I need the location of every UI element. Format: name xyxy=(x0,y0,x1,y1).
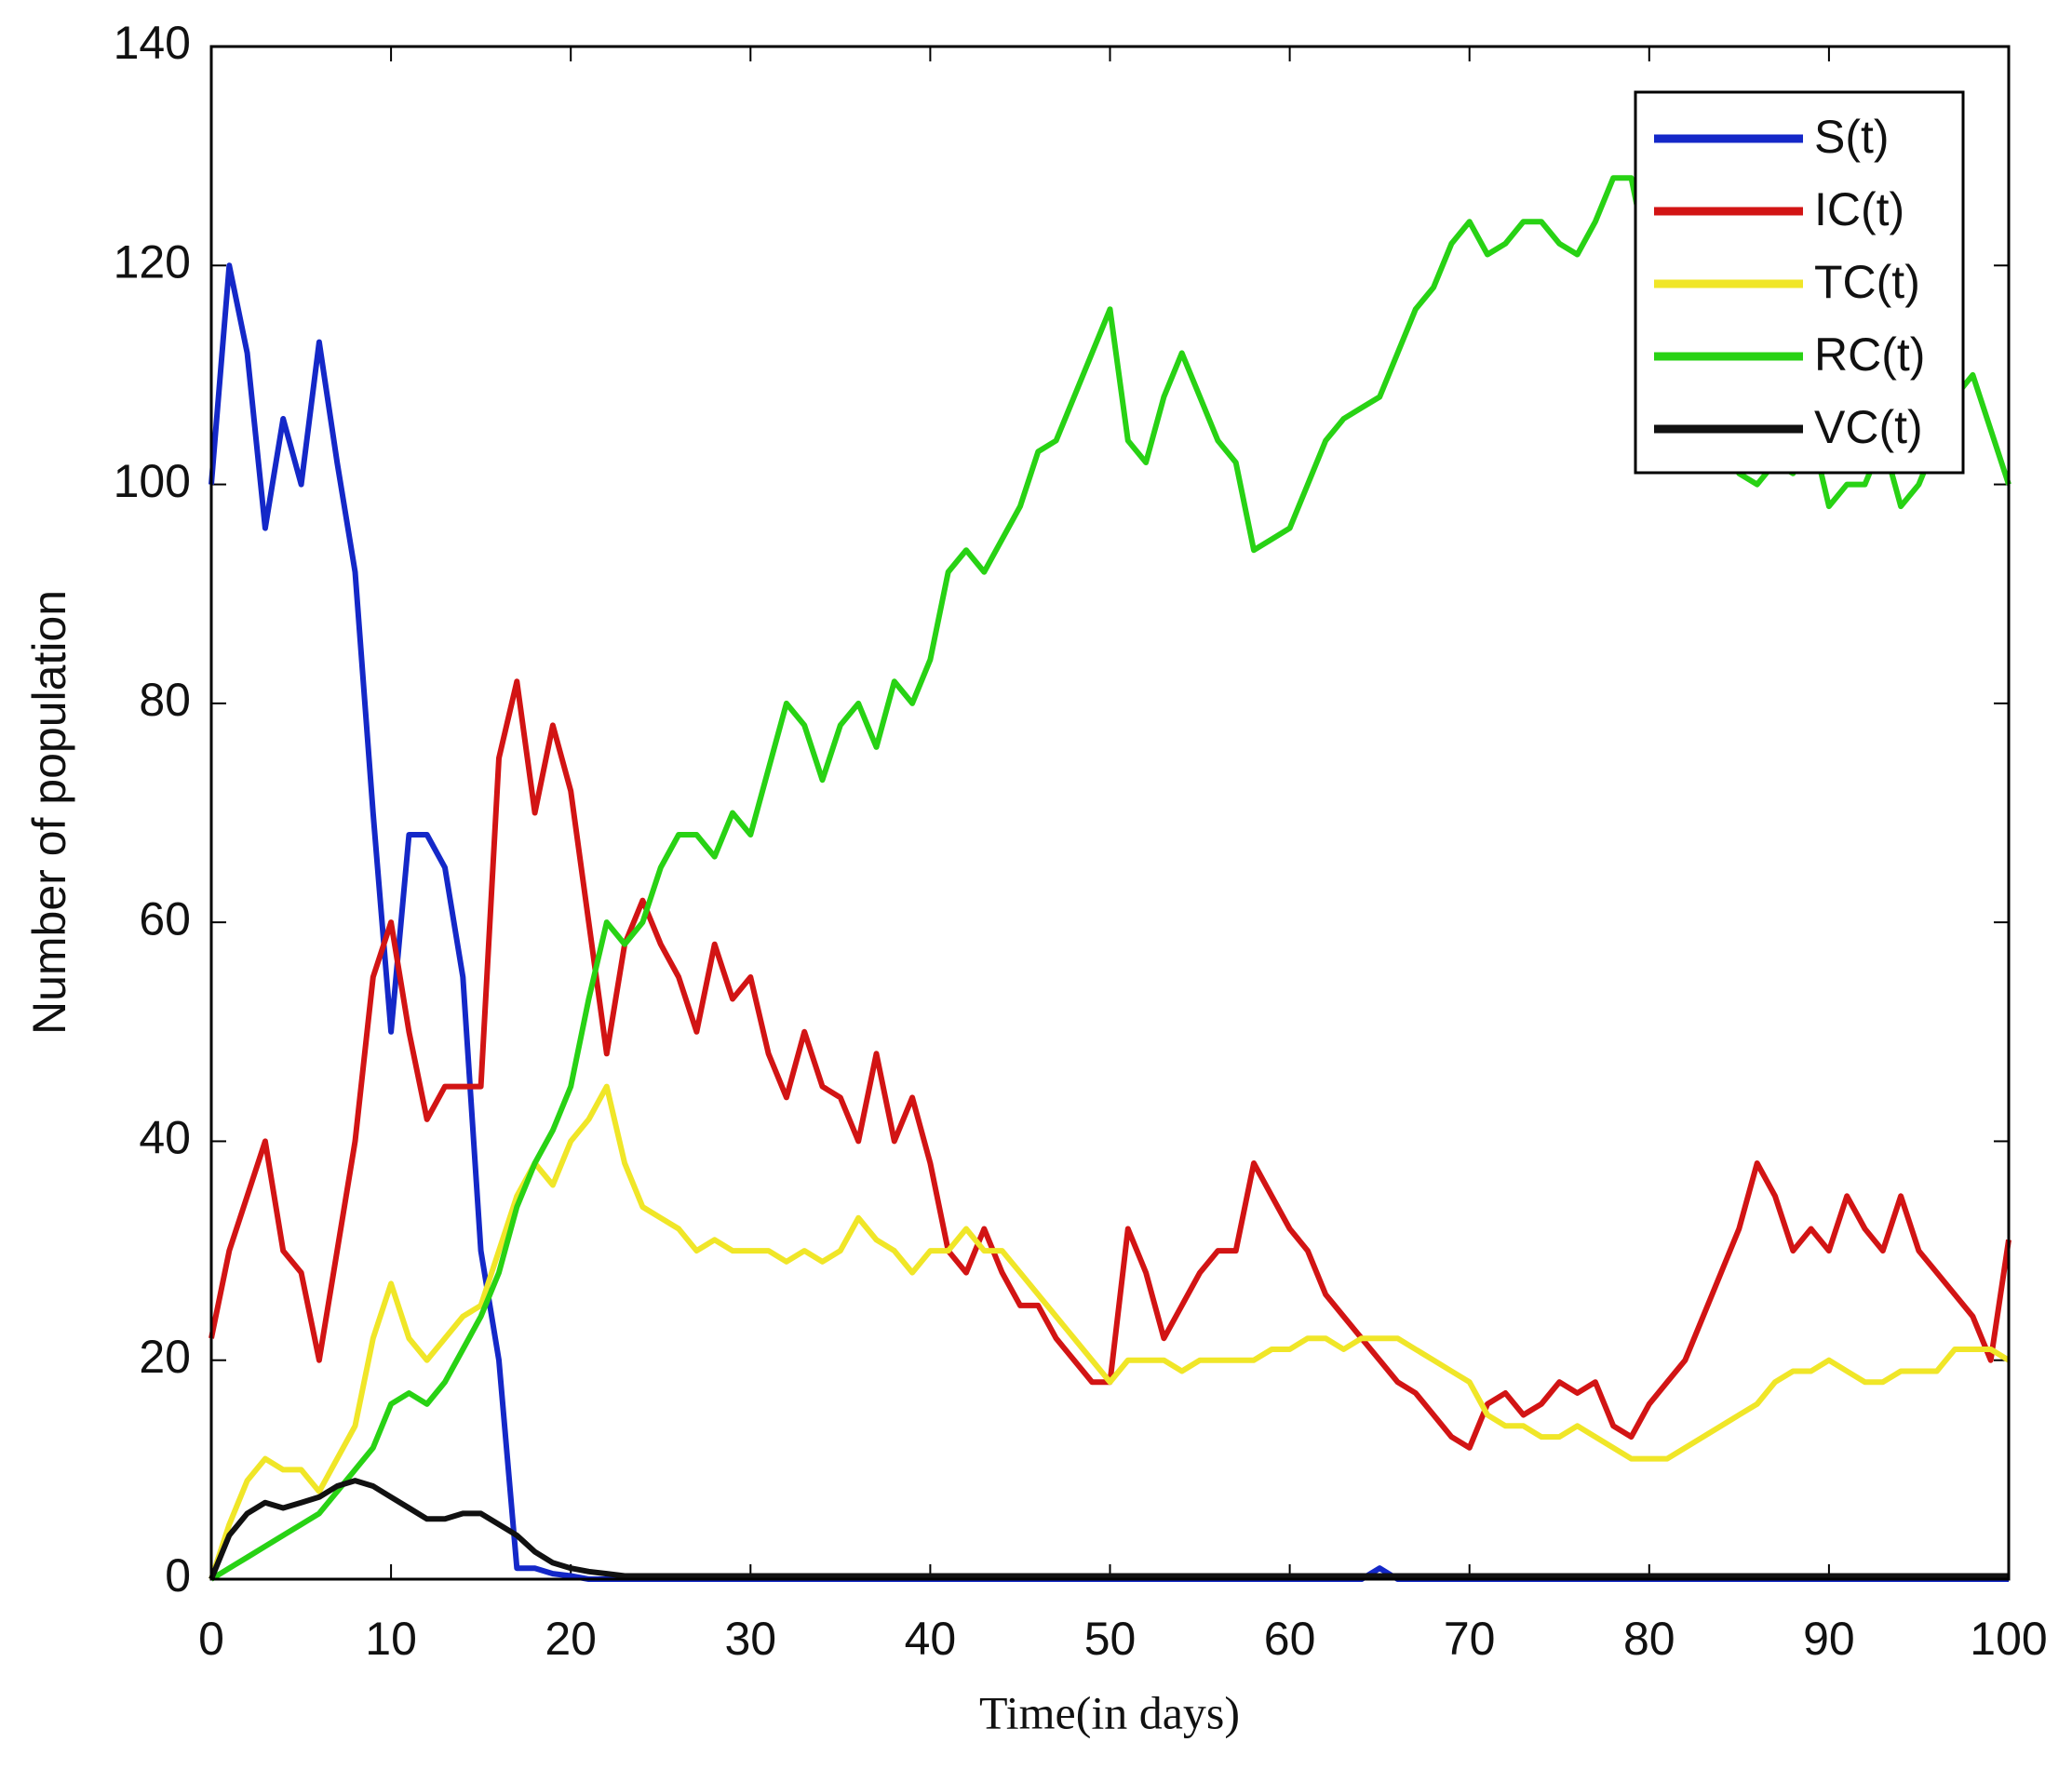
y-tick-label: 60 xyxy=(139,892,191,945)
x-tick-label: 0 xyxy=(198,1613,224,1665)
x-tick-label: 30 xyxy=(724,1613,776,1665)
legend-label: VC(t) xyxy=(1814,401,1923,453)
x-tick-label: 80 xyxy=(1623,1613,1675,1665)
y-tick-label: 120 xyxy=(114,235,191,288)
y-tick-label: 20 xyxy=(139,1331,191,1383)
y-tick-label: 140 xyxy=(114,17,191,69)
series-line xyxy=(209,1478,2009,1581)
x-tick-label: 20 xyxy=(545,1613,597,1665)
y-tick-label: 80 xyxy=(139,674,191,726)
x-tick-label: 60 xyxy=(1264,1613,1316,1665)
series-line xyxy=(209,678,2011,1451)
x-tick-label: 40 xyxy=(905,1613,957,1665)
y-tick-label: 0 xyxy=(165,1549,191,1601)
y-tick-label: 40 xyxy=(139,1112,191,1164)
x-tick-label: 50 xyxy=(1084,1613,1137,1665)
legend-label: IC(t) xyxy=(1814,183,1904,235)
y-tick-label: 100 xyxy=(114,455,191,507)
x-tick-label: 100 xyxy=(1970,1613,2047,1665)
x-axis-label: Time(in days) xyxy=(979,1686,1240,1738)
legend-label: RC(t) xyxy=(1814,328,1925,381)
plot-frame xyxy=(209,45,2011,1581)
legend-label: S(t) xyxy=(1814,111,1890,163)
x-tick-label: 70 xyxy=(1444,1613,1496,1665)
x-tick-label: 10 xyxy=(365,1613,417,1665)
y-axis-label: Number of population xyxy=(23,590,75,1035)
legend-label: TC(t) xyxy=(1814,256,1920,308)
x-tick-label: 90 xyxy=(1803,1613,1855,1665)
series-line xyxy=(209,1083,2011,1580)
